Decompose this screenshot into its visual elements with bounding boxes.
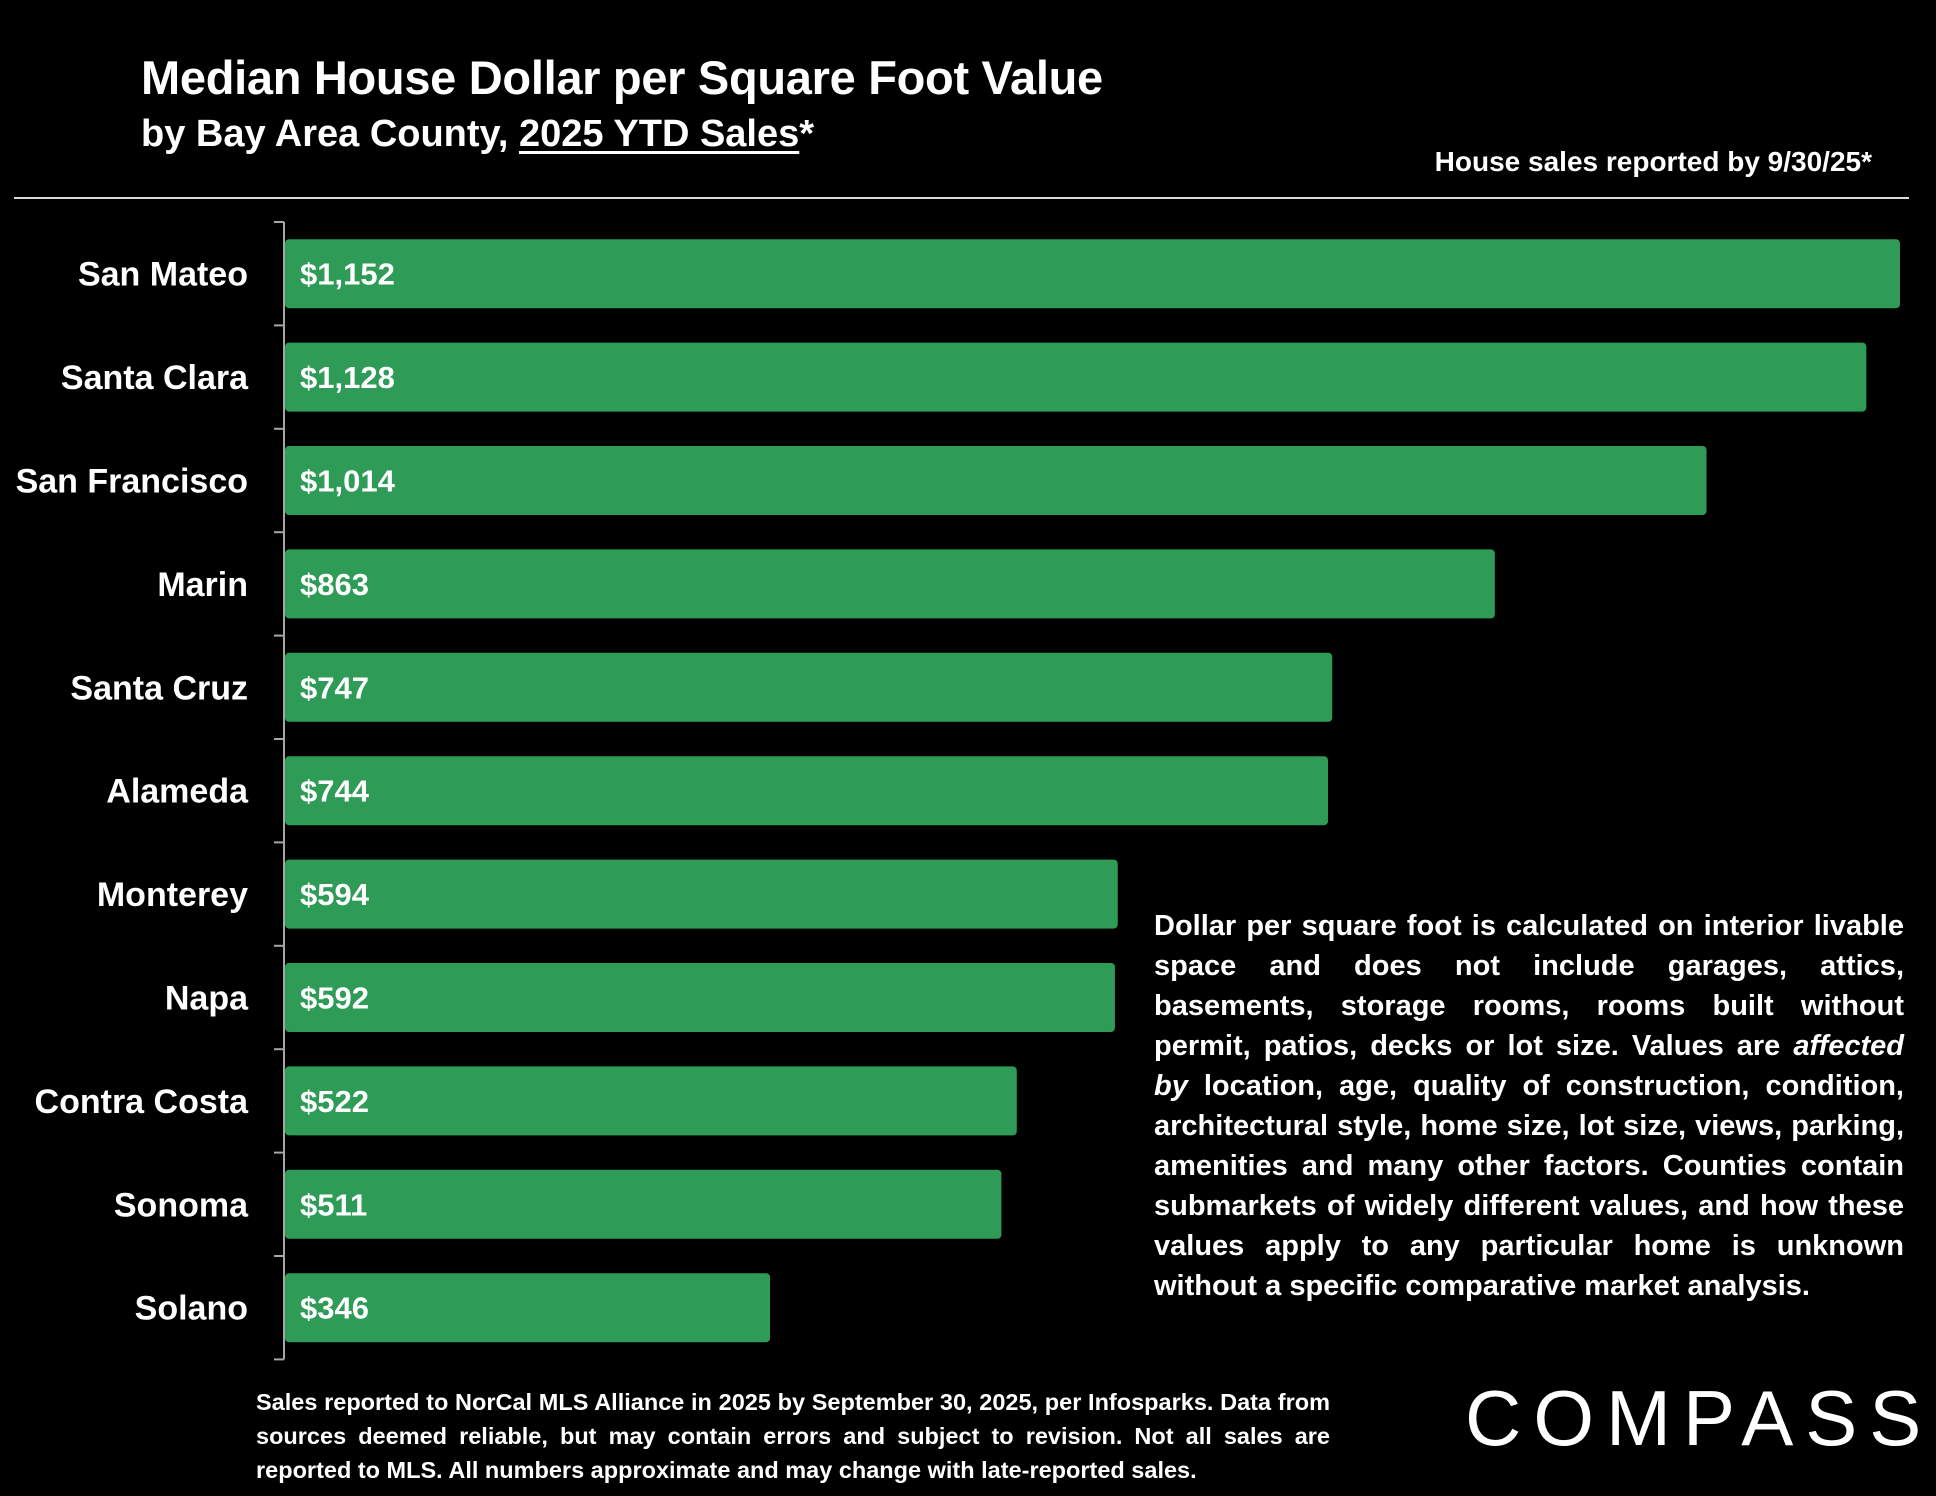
category-label: Napa bbox=[165, 980, 249, 1018]
subtitle-prefix: by Bay Area County, bbox=[141, 113, 519, 155]
bar-value-label: $747 bbox=[300, 670, 369, 705]
bar-value-label: $346 bbox=[300, 1291, 369, 1326]
methodology-text-2: location, age, quality of construction, … bbox=[1154, 1070, 1904, 1302]
category-label: Sonoma bbox=[114, 1186, 249, 1224]
bar bbox=[285, 756, 1329, 826]
bar-value-label: $1,128 bbox=[300, 360, 395, 395]
bar bbox=[285, 446, 1707, 515]
source-footnote: Sales reported to NorCal MLS Alliance in… bbox=[256, 1389, 1330, 1483]
bar bbox=[285, 342, 1867, 412]
methodology-text-italic: affected by bbox=[1154, 1030, 1904, 1102]
category-label: Contra Costa bbox=[35, 1083, 250, 1121]
bar bbox=[285, 859, 1118, 929]
category-label: Alameda bbox=[106, 773, 249, 811]
category-label: Monterey bbox=[97, 876, 248, 914]
bar bbox=[285, 652, 1333, 722]
bar-value-label: $744 bbox=[300, 774, 370, 809]
subtitle-period: 2025 YTD Sales bbox=[518, 113, 800, 155]
bar bbox=[285, 1273, 771, 1343]
compass-logo: COMPASS bbox=[1465, 1374, 1934, 1462]
bar-chart: $1,152 San Mateo $1,128 Santa Clara $1,014 Sa… bbox=[16, 221, 1900, 1361]
bar bbox=[285, 1169, 1002, 1239]
bar bbox=[285, 963, 1115, 1032]
bar-value-label: $1,152 bbox=[300, 257, 395, 292]
category-label: Santa Cruz bbox=[70, 669, 248, 707]
bar-value-label: $522 bbox=[300, 1084, 369, 1119]
chart-subtitle: by Bay Area County, 2025 YTD Sales* bbox=[141, 113, 814, 156]
category-label: Solano bbox=[135, 1290, 248, 1328]
subtitle-asterisk: * bbox=[799, 113, 815, 155]
category-label: Marin bbox=[157, 566, 248, 604]
bar bbox=[285, 1066, 1017, 1136]
chart-title: Median House Dollar per Square Foot Valu… bbox=[141, 51, 1103, 104]
bar-value-label: $592 bbox=[300, 981, 369, 1016]
category-label: San Francisco bbox=[16, 463, 248, 501]
reporting-date-note: House sales reported by 9/30/25* bbox=[1434, 146, 1872, 177]
bar-value-label: $594 bbox=[300, 877, 370, 912]
header-divider bbox=[14, 197, 1909, 199]
methodology-text-1: Dollar per square foot is calculated on … bbox=[1154, 910, 1904, 1062]
bar-value-label: $1,014 bbox=[300, 464, 396, 499]
category-label: San Mateo bbox=[78, 256, 248, 294]
methodology-note: Dollar per square foot is calculated on … bbox=[1154, 906, 1904, 1306]
category-label: Santa Clara bbox=[61, 359, 249, 397]
bar-value-label: $511 bbox=[300, 1187, 367, 1222]
bar bbox=[285, 239, 1900, 309]
bar-value-label: $863 bbox=[300, 567, 369, 602]
bar bbox=[285, 549, 1495, 619]
